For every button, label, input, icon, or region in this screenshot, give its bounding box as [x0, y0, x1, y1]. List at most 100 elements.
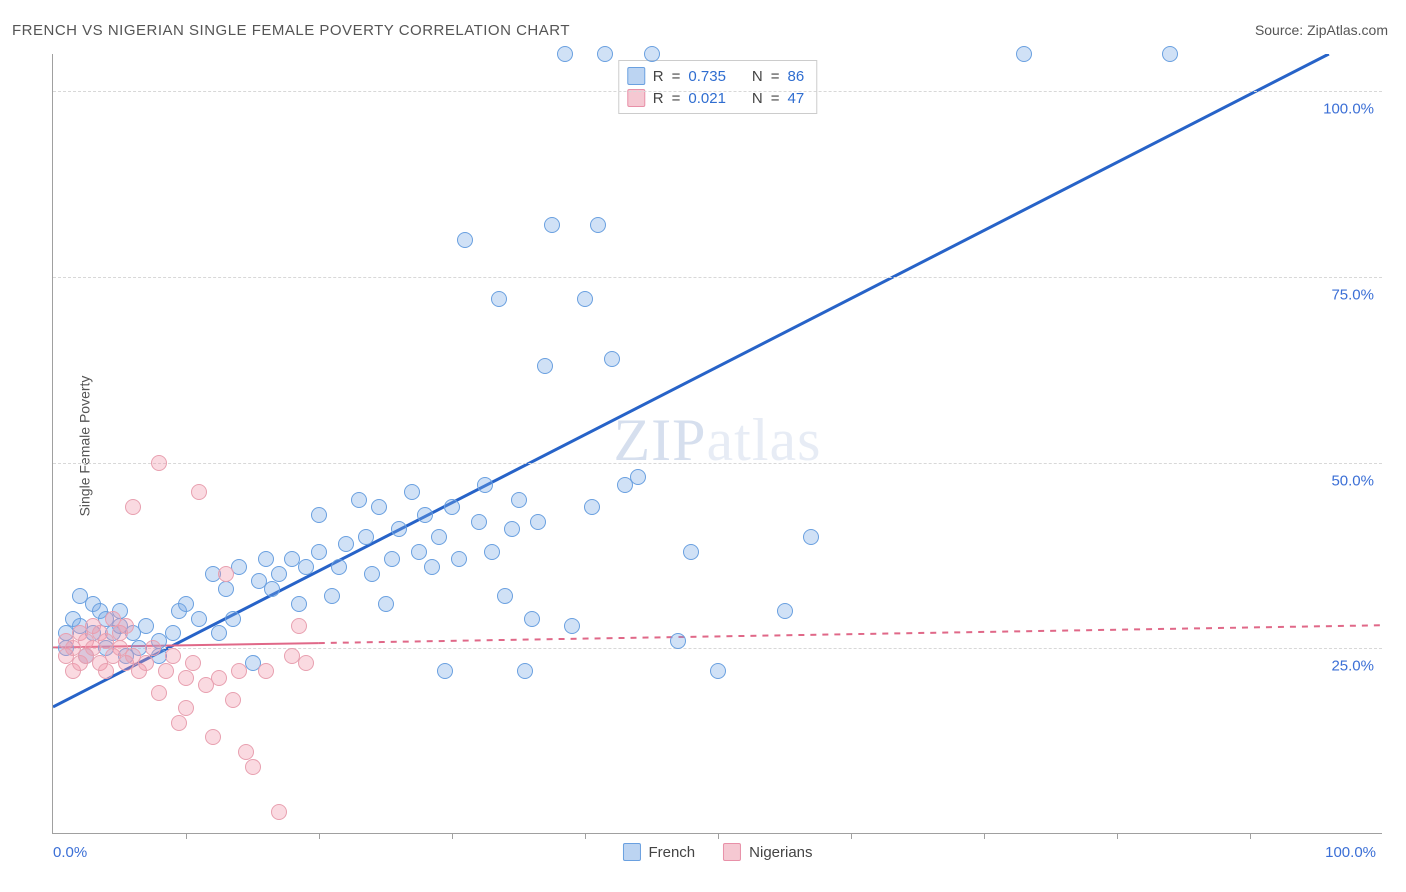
scatter-point-french — [291, 596, 307, 612]
x-axis-origin-label: 0.0% — [53, 844, 87, 861]
scatter-point-french — [777, 603, 793, 619]
scatter-point-nigerians — [298, 655, 314, 671]
scatter-point-french — [364, 566, 380, 582]
scatter-point-french — [298, 559, 314, 575]
scatter-point-nigerians — [178, 700, 194, 716]
scatter-point-french — [597, 46, 613, 62]
scatter-point-french — [1016, 46, 1032, 62]
x-tick — [851, 833, 852, 839]
scatter-point-nigerians — [158, 663, 174, 679]
scatter-point-french — [444, 499, 460, 515]
legend-bottom-label: French — [648, 844, 695, 861]
scatter-point-french — [644, 46, 660, 62]
equals-sign: = — [672, 68, 681, 85]
scatter-point-french — [604, 351, 620, 367]
scatter-point-french — [497, 588, 513, 604]
watermark: ZIPatlas — [614, 406, 822, 475]
plot-area: ZIPatlas R = 0.735 N = 86 R = 0.021 N — [52, 54, 1382, 834]
x-tick — [585, 833, 586, 839]
scatter-point-french — [424, 559, 440, 575]
scatter-point-french — [590, 217, 606, 233]
y-tick-label: 25.0% — [1331, 658, 1374, 675]
scatter-point-french — [471, 514, 487, 530]
source-prefix: Source: — [1255, 22, 1307, 38]
chart-container: FRENCH VS NIGERIAN SINGLE FEMALE POVERTY… — [0, 0, 1406, 892]
y-tick-label: 100.0% — [1323, 101, 1374, 118]
scatter-point-nigerians — [125, 499, 141, 515]
scatter-point-french — [391, 521, 407, 537]
scatter-point-french — [457, 232, 473, 248]
gridline-horizontal — [53, 648, 1382, 649]
trend-overlay — [53, 54, 1382, 833]
scatter-point-french — [577, 291, 593, 307]
r-label: R — [653, 68, 664, 85]
scatter-point-nigerians — [211, 670, 227, 686]
scatter-point-nigerians — [145, 640, 161, 656]
scatter-point-french — [431, 529, 447, 545]
scatter-point-french — [338, 536, 354, 552]
scatter-point-french — [710, 663, 726, 679]
scatter-point-french — [584, 499, 600, 515]
scatter-point-nigerians — [151, 455, 167, 471]
scatter-point-french — [351, 492, 367, 508]
swatch-french — [627, 67, 645, 85]
scatter-point-french — [178, 596, 194, 612]
scatter-point-nigerians — [138, 655, 154, 671]
scatter-point-french — [564, 618, 580, 634]
scatter-point-french — [371, 499, 387, 515]
scatter-point-nigerians — [291, 618, 307, 634]
scatter-point-nigerians — [185, 655, 201, 671]
scatter-point-french — [311, 507, 327, 523]
scatter-point-french — [378, 596, 394, 612]
scatter-point-french — [417, 507, 433, 523]
scatter-point-nigerians — [225, 692, 241, 708]
legend-bottom-label: Nigerians — [749, 844, 812, 861]
scatter-point-french — [191, 611, 207, 627]
equals-sign: = — [771, 68, 780, 85]
scatter-point-french — [530, 514, 546, 530]
scatter-point-french — [404, 484, 420, 500]
scatter-point-french — [384, 551, 400, 567]
scatter-point-french — [484, 544, 500, 560]
gridline-horizontal — [53, 463, 1382, 464]
scatter-point-french — [683, 544, 699, 560]
scatter-point-nigerians — [178, 670, 194, 686]
scatter-point-french — [491, 291, 507, 307]
scatter-point-french — [211, 625, 227, 641]
scatter-point-french — [311, 544, 327, 560]
scatter-point-french — [225, 611, 241, 627]
swatch-french — [622, 843, 640, 861]
chart-source: Source: ZipAtlas.com — [1255, 22, 1388, 38]
chart-title: FRENCH VS NIGERIAN SINGLE FEMALE POVERTY… — [12, 22, 570, 39]
scatter-point-french — [557, 46, 573, 62]
scatter-point-french — [803, 529, 819, 545]
scatter-point-nigerians — [245, 759, 261, 775]
scatter-point-nigerians — [171, 715, 187, 731]
scatter-point-french — [358, 529, 374, 545]
y-tick-label: 75.0% — [1331, 286, 1374, 303]
scatter-point-french — [537, 358, 553, 374]
gridline-horizontal — [53, 277, 1382, 278]
x-tick — [1117, 833, 1118, 839]
scatter-point-nigerians — [118, 618, 134, 634]
scatter-point-nigerians — [165, 648, 181, 664]
legend-bottom-item-nigerians: Nigerians — [723, 843, 812, 861]
y-tick-label: 50.0% — [1331, 472, 1374, 489]
x-tick — [452, 833, 453, 839]
scatter-point-nigerians — [151, 685, 167, 701]
scatter-point-french — [544, 217, 560, 233]
legend-stats-box: R = 0.735 N = 86 R = 0.021 N = 47 — [618, 60, 817, 114]
scatter-point-french — [165, 625, 181, 641]
gridline-horizontal — [53, 91, 1382, 92]
scatter-point-nigerians — [205, 729, 221, 745]
scatter-point-french — [1162, 46, 1178, 62]
scatter-point-french — [218, 581, 234, 597]
legend-stats-row-french: R = 0.735 N = 86 — [627, 65, 804, 87]
scatter-point-french — [264, 581, 280, 597]
x-tick — [718, 833, 719, 839]
x-tick — [319, 833, 320, 839]
swatch-nigerians — [723, 843, 741, 861]
scatter-point-french — [331, 559, 347, 575]
scatter-point-french — [511, 492, 527, 508]
source-name: ZipAtlas.com — [1307, 22, 1388, 38]
